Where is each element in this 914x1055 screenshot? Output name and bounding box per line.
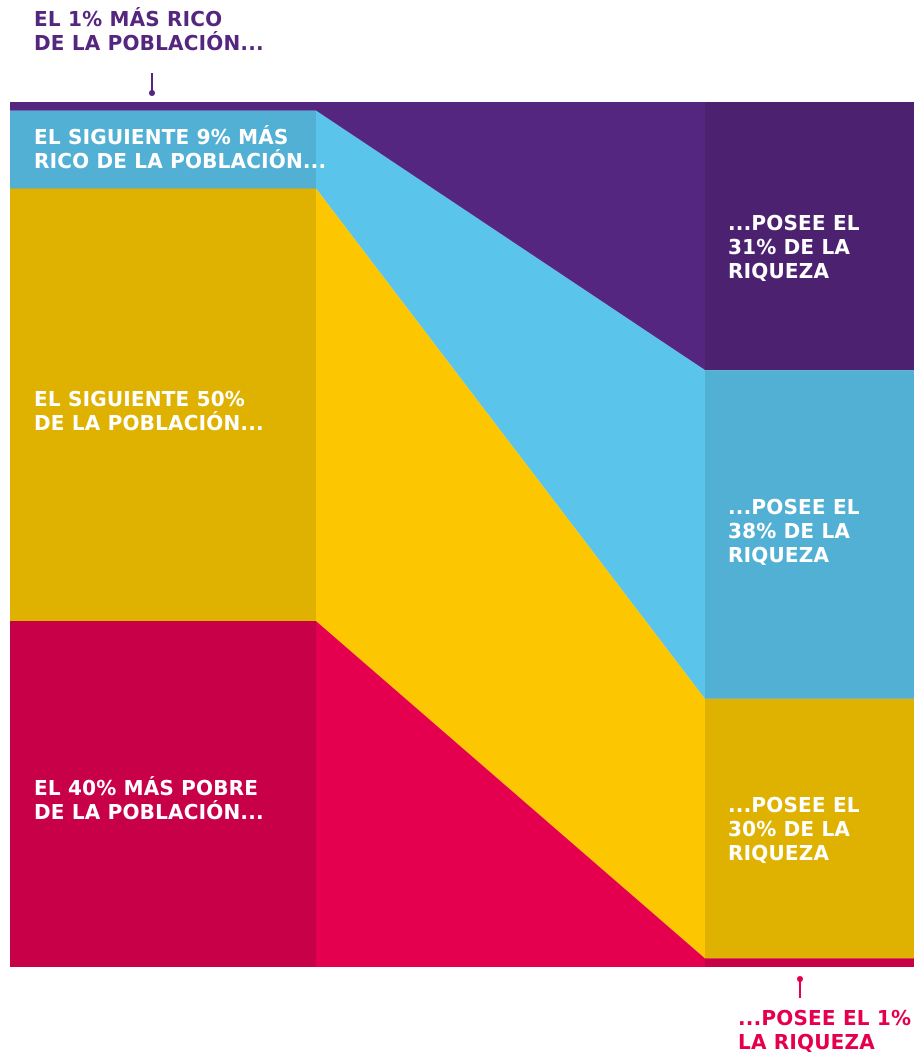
population-bar-segment [10, 110, 316, 189]
callout-dot [149, 90, 155, 96]
next-9pct-wealth-label: ...POSEE EL 38% DE LA RIQUEZA [728, 495, 860, 567]
population-bar-segment [10, 188, 316, 621]
flow-bands [316, 102, 705, 967]
callout-dot [797, 976, 803, 982]
wealth-bar-segment [705, 698, 914, 959]
top-1pct-population-label: EL 1% MÁS RICO DE LA POBLACIÓN... [34, 7, 264, 55]
segment-labels: EL 1% MÁS RICO DE LA POBLACIÓN... EL SIGUI… [34, 7, 914, 1054]
next-50pct-wealth-label: ...POSEE EL 30% DE LA RIQUEZA [728, 793, 860, 865]
population-bar-segment [10, 102, 316, 111]
wealth-bar-segment [705, 958, 914, 967]
wealth-bar-segment [705, 102, 914, 371]
flow-band [316, 110, 705, 699]
callout-markers [149, 73, 803, 998]
stacked-bars [10, 102, 914, 967]
top-1pct-wealth-label: ...POSEE EL 31% DE LA RIQUEZA [728, 211, 860, 283]
flow-band [316, 102, 705, 371]
bottom-40pct-population-label: EL 40% MÁS POBRE DE LA POBLACIÓN... [34, 776, 264, 824]
next-9pct-population-label: EL SIGUIENTE 9% MÁS RICO DE LA POBLACIÓN.… [34, 125, 326, 173]
flow-band [316, 621, 705, 967]
flow-band [316, 188, 705, 959]
population-bar-segment [10, 621, 316, 967]
next-50pct-population-label: EL SIGUIENTE 50% DE LA POBLACIÓN... [34, 387, 264, 435]
wealth-bar-segment [705, 370, 914, 699]
